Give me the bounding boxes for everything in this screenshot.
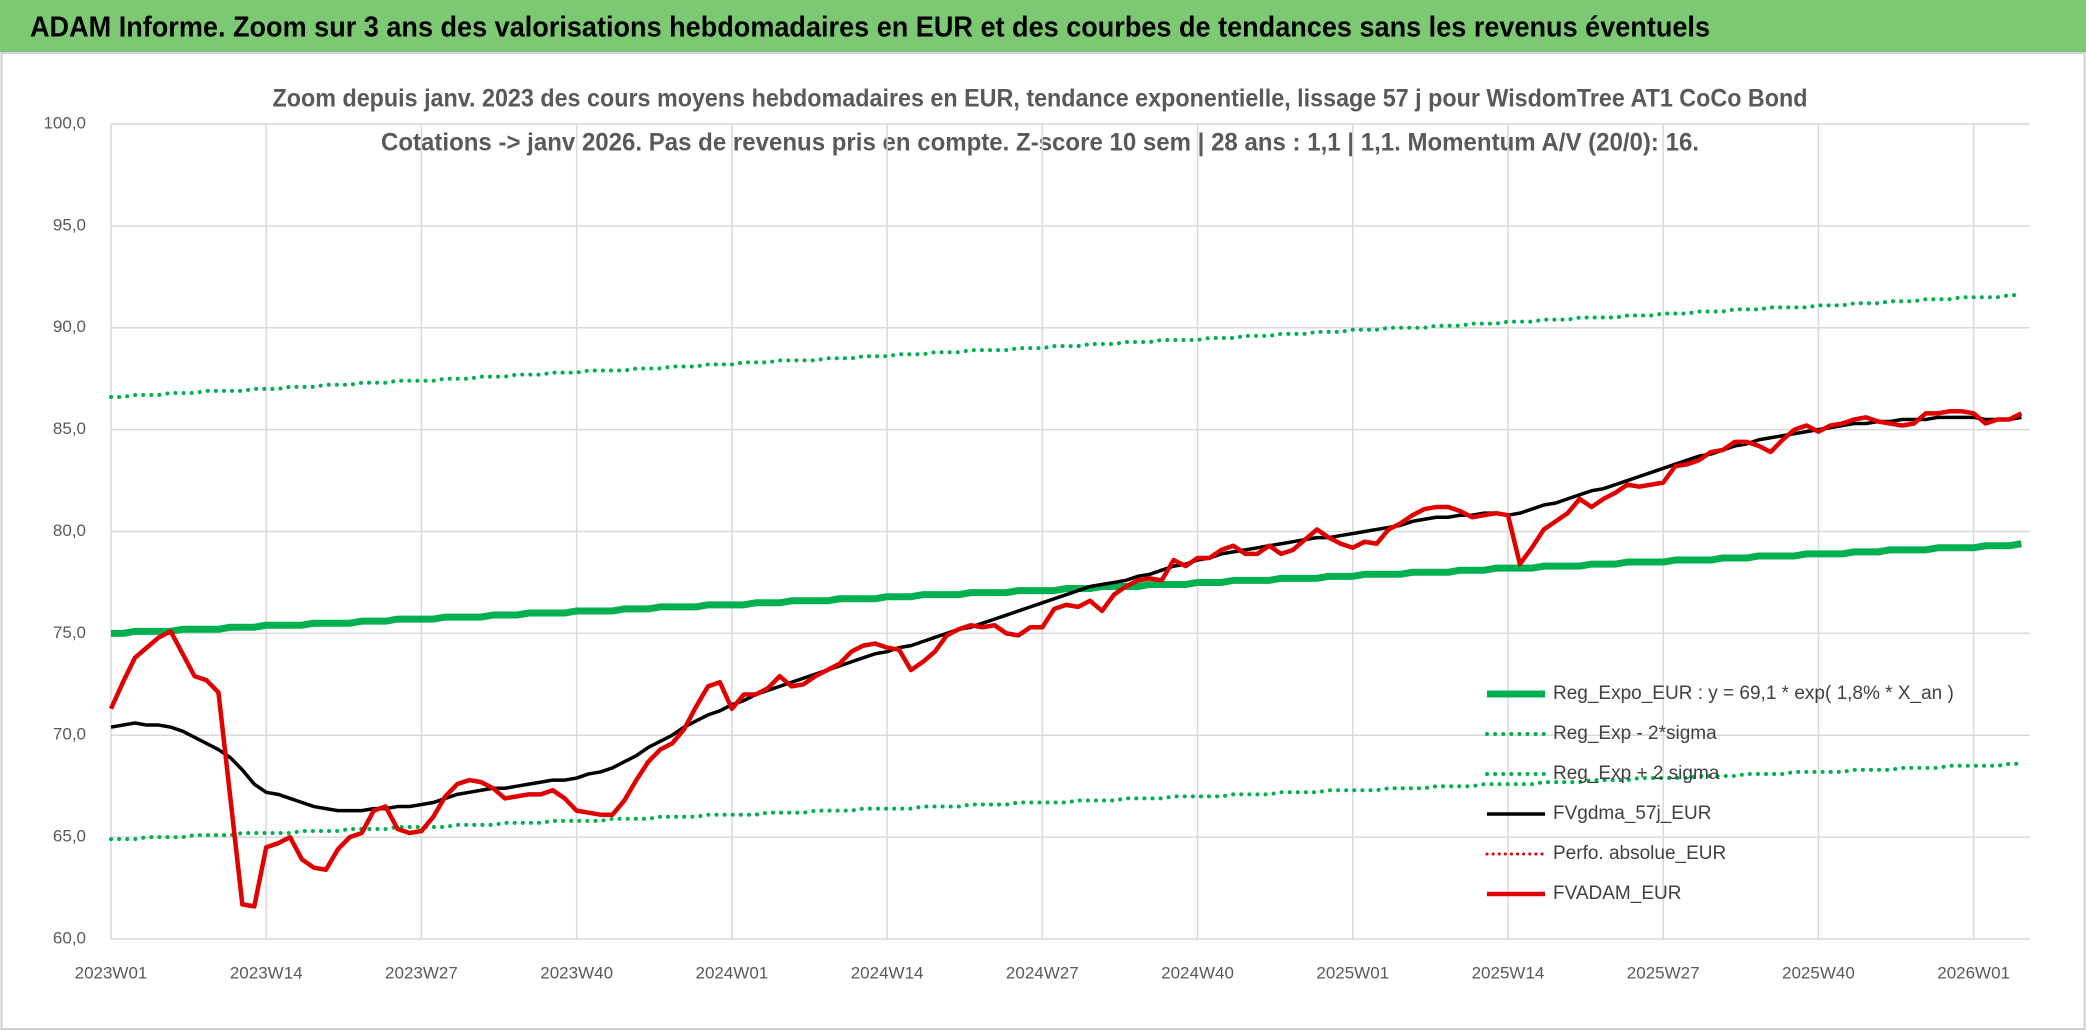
x-tick-label: 2023W01: [75, 963, 148, 982]
y-tick-label: 75,0: [53, 623, 86, 642]
y-tick-label: 65,0: [53, 827, 86, 846]
chart-border: [0, 52, 2086, 1030]
series-line: [111, 540, 2022, 637]
series-line: [108, 409, 2023, 909]
x-tick-label: 2025W14: [1472, 963, 1545, 982]
y-tick-label: 85,0: [53, 419, 86, 438]
y-tick-label: 80,0: [53, 521, 86, 540]
x-tick-label: 2024W27: [1006, 963, 1079, 982]
x-tick-label: 2025W27: [1627, 963, 1700, 982]
legend-label: FVADAM_EUR: [1553, 883, 1681, 904]
legend-label: FVgdma_57j_EUR: [1553, 803, 1711, 824]
legend-label: Reg_Exp + 2 sigma: [1553, 763, 1720, 784]
x-tick-label: 2024W40: [1161, 963, 1234, 982]
y-tick-label: 95,0: [53, 215, 86, 234]
series-line: [109, 761, 2024, 842]
y-tick-label: 90,0: [53, 317, 86, 336]
chart-subtitle: Cotations -> janv 2026. Pas de revenus p…: [381, 129, 1699, 157]
chart-title: Zoom depuis janv. 2023 des cours moyens …: [273, 85, 1808, 113]
grid: [110, 123, 2030, 940]
x-tick-label: 2026W01: [1937, 963, 2010, 982]
legend: Reg_Expo_EUR : y = 69,1 * exp( 1,8% * X_…: [1485, 683, 1954, 904]
y-tick-label: 70,0: [53, 725, 86, 744]
header-title: ADAM Informe. Zoom sur 3 ans des valoris…: [30, 12, 1710, 44]
x-tick-label: 2023W27: [385, 963, 458, 982]
x-tick-label: 2023W14: [230, 963, 303, 982]
legend-label: Reg_Exp - 2*sigma: [1553, 723, 1717, 744]
header-bar: [0, 0, 2086, 52]
x-tick-label: 2025W40: [1782, 963, 1855, 982]
x-tick-label: 2023W40: [540, 963, 613, 982]
x-tick-label: 2025W01: [1316, 963, 1389, 982]
x-tick-label: 2024W14: [851, 963, 924, 982]
y-tick-label: 100,0: [43, 113, 86, 132]
legend-label: Perfo. absolue_EUR: [1553, 843, 1726, 864]
x-tick-label: 2024W01: [695, 963, 768, 982]
legend-label: Reg_Expo_EUR : y = 69,1 * exp( 1,8% * X_…: [1553, 683, 1954, 704]
y-tick-label: 60,0: [53, 928, 86, 947]
